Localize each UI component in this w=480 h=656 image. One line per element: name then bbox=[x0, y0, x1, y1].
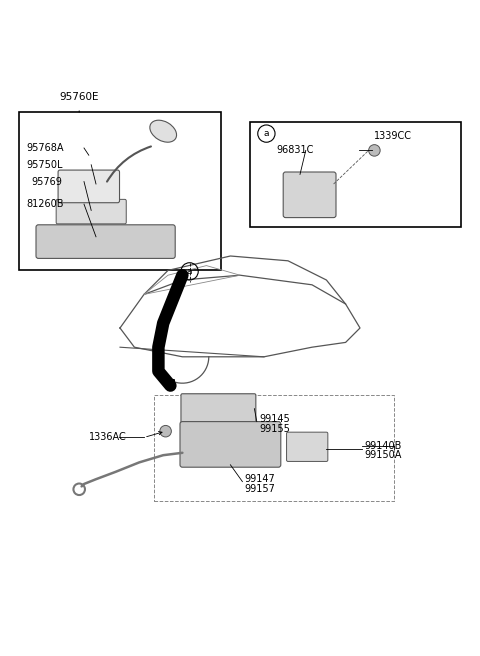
Text: 95769: 95769 bbox=[31, 176, 62, 186]
Text: a: a bbox=[264, 129, 269, 138]
Text: 96831C: 96831C bbox=[276, 146, 313, 155]
Text: 1339CC: 1339CC bbox=[374, 131, 412, 141]
Text: 81260B: 81260B bbox=[26, 199, 64, 209]
Text: 95768A: 95768A bbox=[26, 143, 64, 153]
Text: 99157: 99157 bbox=[245, 484, 276, 494]
Ellipse shape bbox=[150, 120, 177, 142]
FancyBboxPatch shape bbox=[36, 225, 175, 258]
Text: 99150A: 99150A bbox=[365, 450, 402, 461]
Text: 99147: 99147 bbox=[245, 474, 276, 484]
Bar bbox=[154, 395, 394, 501]
Text: a: a bbox=[187, 267, 192, 276]
FancyBboxPatch shape bbox=[58, 170, 120, 203]
Circle shape bbox=[160, 426, 171, 437]
FancyBboxPatch shape bbox=[287, 432, 328, 461]
Bar bbox=[19, 112, 221, 270]
FancyBboxPatch shape bbox=[283, 172, 336, 218]
Text: 1336AC: 1336AC bbox=[89, 432, 127, 442]
Circle shape bbox=[369, 144, 380, 156]
FancyBboxPatch shape bbox=[56, 199, 126, 224]
Bar bbox=[250, 121, 461, 227]
Text: 99145: 99145 bbox=[259, 414, 290, 424]
Text: 95750L: 95750L bbox=[26, 160, 63, 170]
Text: 99140B: 99140B bbox=[365, 441, 402, 451]
FancyBboxPatch shape bbox=[180, 422, 281, 467]
Text: 99155: 99155 bbox=[259, 424, 290, 434]
FancyBboxPatch shape bbox=[181, 394, 256, 423]
Text: 95760E: 95760E bbox=[60, 92, 99, 102]
